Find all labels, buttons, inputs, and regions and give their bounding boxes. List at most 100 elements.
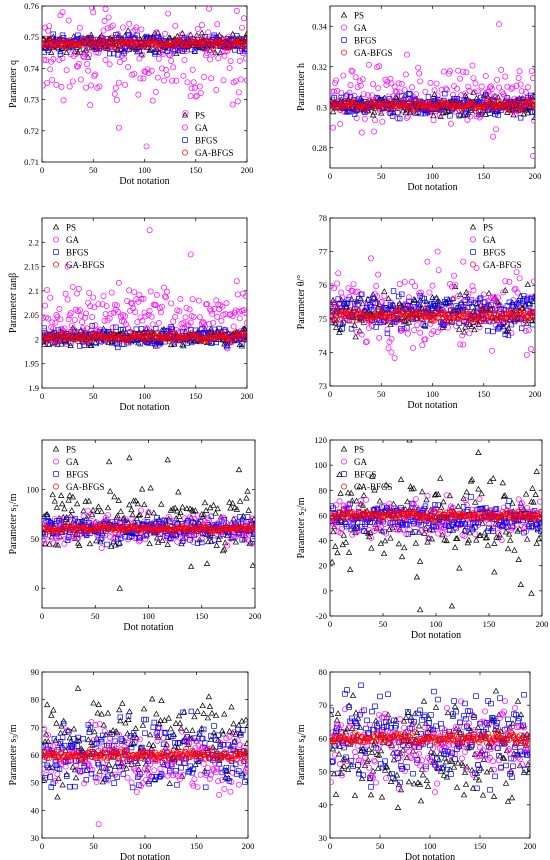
data-point — [236, 57, 243, 64]
data-point — [465, 291, 472, 298]
data-point — [509, 302, 516, 308]
data-point — [210, 50, 217, 57]
data-point — [412, 529, 418, 535]
data-point — [393, 515, 400, 522]
data-point — [171, 504, 179, 511]
data-point — [495, 534, 502, 541]
data-point — [98, 35, 105, 42]
data-point — [104, 504, 112, 511]
data-point — [529, 523, 536, 529]
data-point — [530, 75, 535, 82]
data-point — [353, 316, 360, 323]
data-point — [104, 335, 111, 342]
data-point — [126, 287, 133, 294]
data-point — [140, 295, 147, 302]
data-point — [331, 88, 338, 95]
data-point — [500, 493, 508, 499]
data-point — [403, 51, 410, 58]
data-point — [76, 46, 84, 53]
data-point — [104, 541, 110, 548]
data-point — [89, 6, 96, 11]
x-tick-label: 150 — [189, 391, 202, 401]
data-point — [194, 25, 201, 32]
x-tick-label: 200 — [536, 619, 549, 629]
data-point — [530, 152, 535, 159]
data-point — [375, 271, 382, 278]
data-point — [386, 500, 393, 507]
data-point — [354, 301, 361, 308]
data-point — [480, 291, 487, 298]
data-point — [346, 293, 353, 300]
data-point — [531, 278, 535, 285]
data-point — [115, 540, 122, 547]
data-point — [330, 528, 337, 535]
data-point — [459, 314, 466, 321]
y-tick-label: 100 — [314, 460, 327, 470]
data-point — [350, 97, 357, 103]
data-point — [181, 56, 188, 63]
data-point — [336, 510, 343, 516]
data-point — [438, 310, 445, 317]
data-points — [330, 248, 535, 362]
data-point — [400, 309, 407, 316]
data-point — [171, 517, 178, 524]
data-point — [172, 313, 179, 320]
data-point — [444, 324, 451, 331]
data-point — [361, 528, 367, 534]
data-point — [530, 321, 535, 328]
data-point — [115, 279, 122, 286]
data-point — [439, 518, 446, 525]
data-point — [56, 56, 63, 63]
data-point — [368, 303, 374, 310]
data-point — [512, 101, 519, 108]
data-point — [516, 525, 523, 532]
data-point — [330, 99, 334, 106]
x-tick-label: 200 — [241, 165, 254, 175]
data-point — [373, 283, 380, 290]
x-tick-label: 100 — [430, 619, 443, 629]
data-point — [92, 71, 99, 78]
data-point — [118, 535, 124, 541]
data-point — [196, 83, 203, 90]
data-point — [132, 497, 139, 504]
data-point — [367, 529, 374, 535]
data-point — [89, 323, 95, 329]
data-point — [63, 340, 70, 347]
data-point — [435, 502, 441, 508]
data-point — [491, 540, 498, 546]
y-tick-label: 0.76 — [24, 1, 39, 11]
data-point — [401, 318, 408, 325]
data-point — [499, 89, 506, 96]
data-point — [57, 316, 64, 323]
data-point — [433, 523, 439, 530]
x-tick-label: 150 — [189, 165, 202, 175]
data-point — [456, 564, 463, 571]
data-point — [65, 496, 72, 503]
data-point — [386, 339, 393, 345]
data-point — [42, 24, 49, 31]
data-point — [523, 320, 530, 327]
data-point — [464, 539, 471, 546]
data-point — [172, 47, 178, 54]
data-point — [130, 330, 137, 337]
data-point — [460, 258, 467, 265]
data-point — [42, 524, 48, 531]
data-point — [182, 314, 189, 321]
data-point — [188, 85, 195, 92]
data-point — [227, 58, 234, 64]
data-point — [45, 315, 52, 322]
data-point — [461, 521, 468, 527]
data-point — [205, 29, 211, 36]
data-point — [532, 103, 535, 110]
data-point — [408, 485, 415, 492]
data-point — [451, 314, 457, 321]
y-tick-label: 1.95 — [24, 359, 39, 369]
data-point — [81, 342, 87, 348]
data-point — [226, 526, 233, 533]
data-point — [220, 77, 227, 84]
data-point — [473, 536, 480, 543]
data-point — [504, 95, 511, 101]
data-point — [157, 44, 164, 51]
y-tick-label: 74 — [319, 347, 328, 357]
data-point — [99, 333, 106, 340]
